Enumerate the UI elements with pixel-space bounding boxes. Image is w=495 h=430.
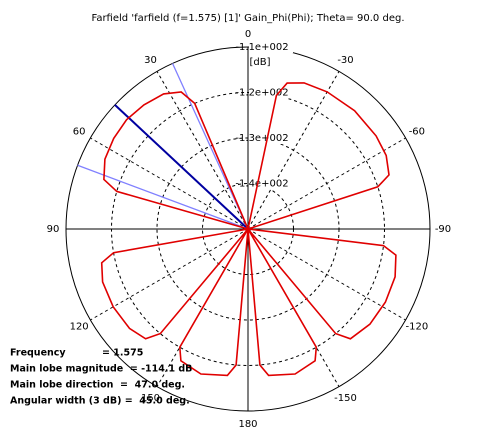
label-bg — [249, 177, 293, 190]
theta-tick-label: 0 — [245, 29, 251, 40]
marker-line — [77, 164, 249, 230]
label-bg — [249, 41, 293, 53]
theta-tick-label: 180 — [238, 419, 257, 430]
theta-tick-label: 120 — [70, 322, 89, 333]
theta-tick-label: 150 — [141, 393, 160, 404]
theta-tick-label: 60 — [73, 127, 86, 138]
info-text: Frequency = 1.575 — [10, 348, 143, 359]
r-tick-label: -1.3e+002 — [235, 133, 288, 144]
theta-tick-label: 30 — [144, 55, 157, 66]
grid-spoke — [247, 228, 406, 321]
grid-circle — [111, 92, 385, 366]
info-text: Main lobe magnitude = -114.1 dB — [10, 364, 192, 375]
r-unit: [dB] — [249, 57, 270, 68]
label-bg — [249, 56, 271, 68]
theta-tick-label: -150 — [334, 393, 357, 404]
grid-spoke — [90, 228, 249, 321]
r-tick-label: -1.1e+002 — [235, 42, 288, 53]
info-text: Angular width (3 dB) = 45.0 deg. — [10, 396, 190, 407]
info-text: Main lobe direction = 47.0 deg. — [10, 380, 185, 391]
grid-circle — [156, 137, 340, 321]
marker-line — [114, 104, 249, 230]
theta-tick-label: -60 — [409, 127, 425, 138]
grid-circle — [202, 183, 294, 275]
r-tick-label: -1.4e+002 — [235, 179, 288, 190]
grid-spoke — [90, 137, 249, 230]
label-bg — [249, 132, 293, 144]
theta-tick-label: 90 — [47, 224, 60, 235]
theta-tick-label: -120 — [406, 322, 429, 333]
pattern-line — [100, 82, 397, 377]
theta-tick-label: -30 — [337, 55, 353, 66]
chart-title: Farfield 'farfield (f=1.575) [1]' Gain_P… — [91, 13, 404, 24]
theta-tick-label: -90 — [435, 224, 451, 235]
r-tick-label: -1.2e+002 — [235, 88, 288, 99]
